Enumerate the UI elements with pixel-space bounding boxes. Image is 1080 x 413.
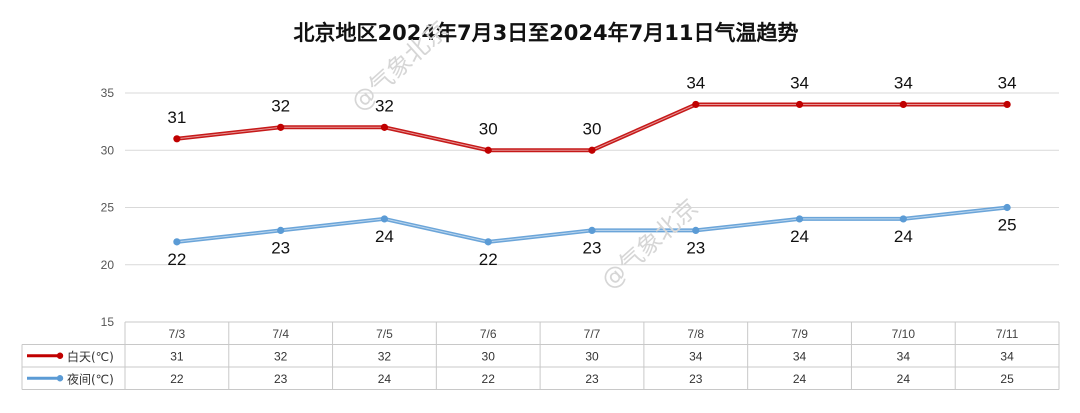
table-cell-value: 24 xyxy=(793,372,807,386)
chart-title: 北京地区2024年7月3日至2024年7月11日气温趋势 xyxy=(294,21,799,45)
x-tick-label: 7/11 xyxy=(996,327,1019,341)
table-cell-value: 23 xyxy=(689,372,703,386)
table-cell-value: 30 xyxy=(585,349,599,363)
series-line-night xyxy=(176,205,1008,244)
y-tick-label: 15 xyxy=(101,315,115,329)
data-point xyxy=(380,123,389,131)
table-cell-value: 31 xyxy=(170,349,184,363)
data-point xyxy=(588,146,596,154)
x-tick-label: 7/5 xyxy=(376,327,393,341)
table-cell-value: 25 xyxy=(1000,372,1014,386)
data-point xyxy=(380,215,389,223)
data-point xyxy=(173,238,181,246)
data-label: 23 xyxy=(686,238,705,257)
y-tick-label: 20 xyxy=(101,258,115,272)
data-label: 34 xyxy=(998,73,1017,92)
data-label: 30 xyxy=(479,119,498,138)
y-axis: 15 20 25 30 35 xyxy=(101,86,115,329)
table-cell-value: 23 xyxy=(274,372,288,386)
table-cell-value: 24 xyxy=(897,372,911,386)
x-tick-label: 7/6 xyxy=(480,327,497,341)
y-tick-label: 35 xyxy=(101,86,115,100)
table-cell-value: 22 xyxy=(170,372,184,386)
x-tick-label: 7/10 xyxy=(892,327,916,341)
data-table: 7/3 7/4 7/5 7/6 7/7 7/8 7/9 7/10 7/11 白天(℃) 31 32 32… xyxy=(21,321,1060,390)
table-cell-value: 34 xyxy=(793,349,807,363)
data-label: 24 xyxy=(894,227,913,246)
table-cell-value: 32 xyxy=(378,349,392,363)
x-tick-label: 7/7 xyxy=(584,327,601,341)
data-label: 34 xyxy=(790,73,809,92)
x-tick-label: 7/4 xyxy=(272,327,289,341)
table-cell-value: 30 xyxy=(482,349,496,363)
data-label: 23 xyxy=(271,238,290,257)
legend-key-marker xyxy=(56,375,64,382)
data-point xyxy=(899,100,907,109)
data-label: 32 xyxy=(375,96,394,115)
y-tick-label: 30 xyxy=(101,143,115,157)
table-cell-value: 24 xyxy=(378,372,392,386)
table-cell-value: 23 xyxy=(585,372,599,386)
x-tick-label: 7/3 xyxy=(169,327,186,341)
y-tick-label: 25 xyxy=(101,201,115,215)
data-point xyxy=(899,215,907,223)
data-point xyxy=(588,226,596,234)
data-labels: 31 32 32 30 30 34 34 34 34 22 23 24 22 23 23 24 24 25 xyxy=(167,73,1016,268)
x-tick-label: 7/8 xyxy=(687,327,704,341)
legend-key-marker xyxy=(56,352,64,359)
table-cell-value: 34 xyxy=(1000,349,1014,363)
data-point xyxy=(692,100,700,109)
data-point xyxy=(277,226,285,234)
data-label: 24 xyxy=(375,227,394,246)
data-label: 23 xyxy=(583,238,602,257)
table-cell-value: 34 xyxy=(689,349,703,363)
legend-label: 白天(℃) xyxy=(67,349,114,364)
table-cell-value: 32 xyxy=(274,349,288,363)
data-point xyxy=(277,123,285,131)
table-cell-value: 34 xyxy=(897,349,911,363)
data-label: 22 xyxy=(479,250,498,269)
data-point xyxy=(484,146,492,154)
data-point xyxy=(692,226,700,234)
data-point xyxy=(484,238,492,246)
data-point xyxy=(795,215,804,223)
data-point xyxy=(173,135,181,143)
data-label: 25 xyxy=(998,216,1017,235)
table-cell-value: 22 xyxy=(482,372,496,386)
data-point xyxy=(1003,100,1011,109)
data-label: 34 xyxy=(686,73,705,92)
series-layer xyxy=(173,100,1011,246)
x-tick-label: 7/9 xyxy=(791,327,808,341)
data-label: 22 xyxy=(167,250,186,269)
data-point xyxy=(795,100,804,109)
data-point xyxy=(1003,203,1011,212)
data-label: 34 xyxy=(894,73,913,92)
data-label: 30 xyxy=(583,119,602,138)
watermarks: @气象北京@气象北京 xyxy=(346,16,704,295)
data-label: 32 xyxy=(271,96,290,115)
data-label: 31 xyxy=(167,108,186,127)
series-line-highlight xyxy=(176,207,1008,243)
legend-label: 夜间(℃) xyxy=(67,371,114,386)
data-label: 24 xyxy=(790,227,809,246)
